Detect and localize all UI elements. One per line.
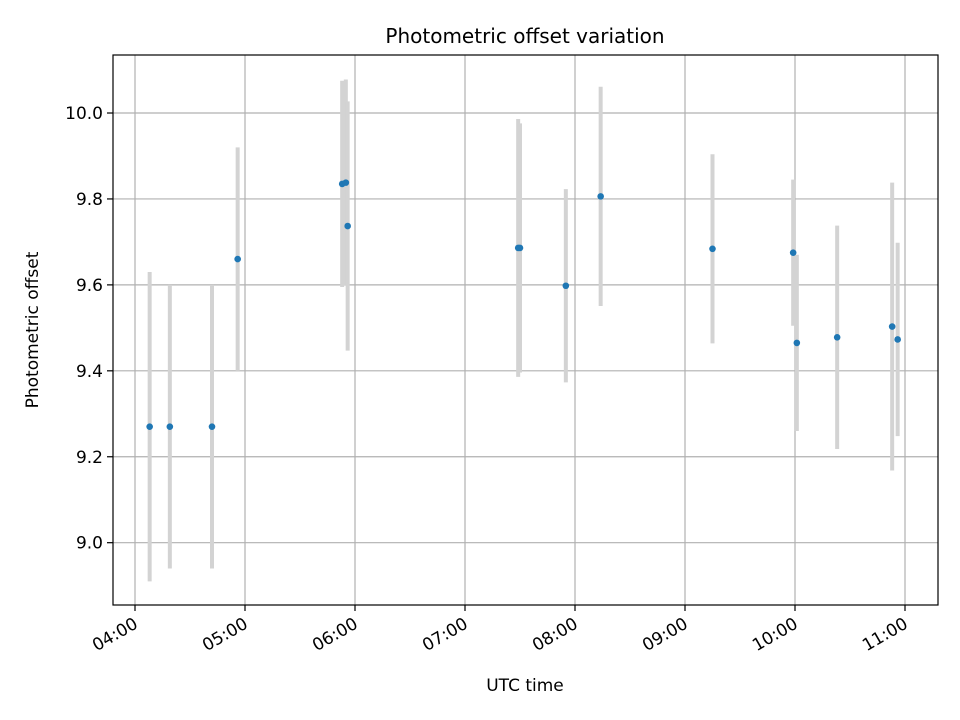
y-tick-label: 10.0	[65, 104, 103, 124]
y-axis-title: Photometric offset	[23, 251, 43, 408]
y-tick-label: 9.4	[76, 362, 103, 382]
data-point	[833, 334, 841, 341]
plot-area	[113, 55, 938, 605]
x-axis-title: UTC time	[486, 676, 564, 696]
y-tick-label: 9.2	[76, 448, 103, 468]
data-point	[888, 323, 896, 330]
data-point	[234, 255, 241, 263]
data-point	[208, 423, 216, 430]
data-point	[709, 245, 716, 253]
y-tick-label: 9.8	[76, 190, 103, 210]
data-point	[342, 179, 350, 186]
y-tick-label: 9.0	[76, 534, 103, 554]
data-points	[146, 179, 901, 430]
chart-title: Photometric offset variation	[385, 24, 664, 48]
data-point	[146, 423, 153, 430]
y-tick-label: 9.6	[76, 276, 103, 296]
data-point	[344, 222, 351, 230]
data-point	[894, 336, 901, 343]
data-point	[793, 339, 801, 347]
data-point	[516, 244, 524, 252]
data-point	[789, 249, 797, 256]
plot-frame	[112, 54, 939, 606]
data-point	[166, 423, 174, 430]
data-point	[562, 282, 570, 290]
y-axis-ticks: 9.0 9.2 9.4 9.6 9.8 10.0	[65, 104, 113, 554]
data-point	[597, 193, 604, 200]
